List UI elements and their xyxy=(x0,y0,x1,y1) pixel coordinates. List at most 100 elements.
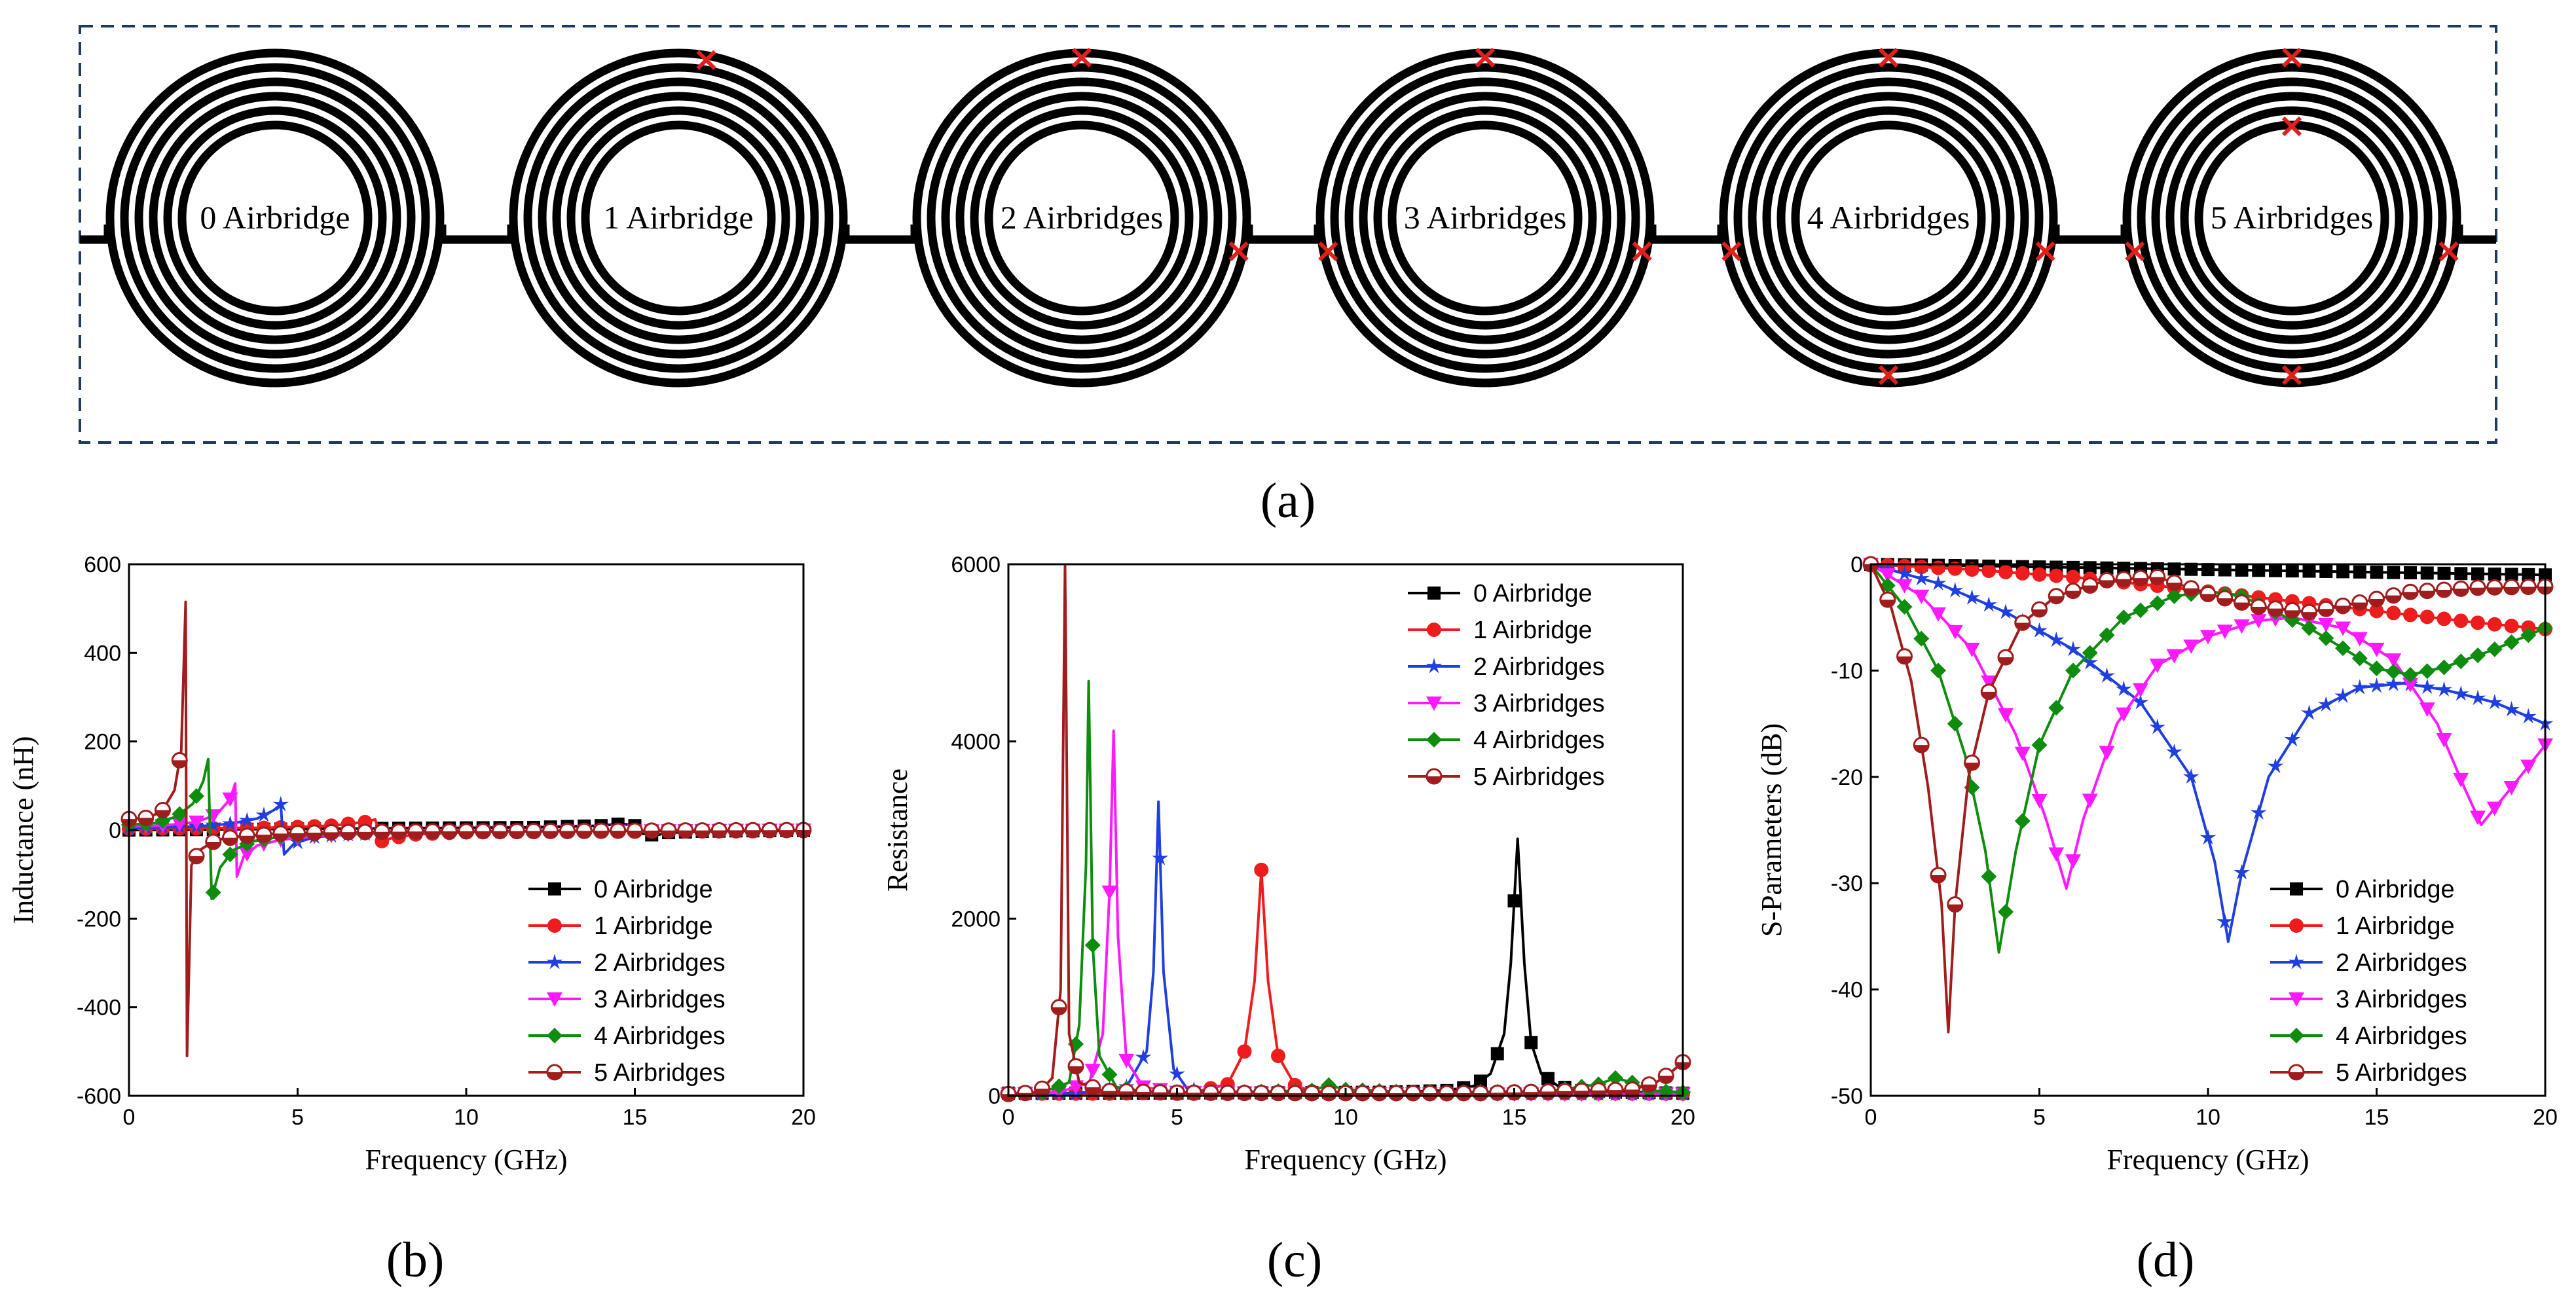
data-point xyxy=(525,823,542,840)
data-point xyxy=(2503,700,2520,717)
legend-label: 0 Airbridge xyxy=(594,876,713,903)
series-line xyxy=(1862,556,2554,1034)
data-point xyxy=(2385,587,2402,604)
data-point xyxy=(2486,801,2503,816)
data-point xyxy=(1287,1085,1304,1102)
airbridge-cross-icon xyxy=(1878,365,1899,386)
data-point xyxy=(222,792,238,807)
data-point xyxy=(2387,566,2401,579)
coil-lead xyxy=(2088,225,2129,244)
data-point xyxy=(189,788,204,805)
data-point xyxy=(255,806,272,822)
x-tick-label: 15 xyxy=(623,1105,648,1130)
data-point xyxy=(205,833,222,850)
data-point xyxy=(1981,869,1997,885)
data-point xyxy=(340,823,357,841)
data-point xyxy=(1185,1084,1202,1101)
legend: 0 Airbridge 1 Airbridge 2 Airbridges 3 Airb… xyxy=(1408,580,1605,791)
data-point xyxy=(2503,634,2520,651)
data-point xyxy=(1354,1085,1371,1102)
data-point xyxy=(1913,736,1930,753)
x-tick-label: 0 xyxy=(1003,1105,1015,1130)
y-tick-label: 4000 xyxy=(951,730,1001,755)
legend-label: 3 Airbridges xyxy=(594,986,726,1013)
coil-lead xyxy=(80,225,113,244)
data-point xyxy=(2504,619,2519,634)
coil-turn xyxy=(163,106,387,330)
data-point xyxy=(2318,630,2334,646)
data-point xyxy=(2419,678,2436,695)
y-tick-label: 0 xyxy=(988,1084,1001,1109)
data-point xyxy=(2184,562,2198,576)
y-tick-label: 400 xyxy=(84,641,121,666)
coil-turn xyxy=(1344,77,1626,359)
data-point xyxy=(1998,708,2014,723)
data-point xyxy=(2132,694,2149,710)
coil-turn xyxy=(2137,63,2447,373)
data-point xyxy=(2234,594,2250,611)
data-point xyxy=(1541,1072,1555,1085)
data-point xyxy=(1388,1085,1405,1102)
data-point xyxy=(2082,654,2099,670)
x-tick-label: 20 xyxy=(791,1105,816,1130)
coil-lead xyxy=(878,225,919,244)
y-tick-label: 0 xyxy=(1850,552,1863,577)
data-point xyxy=(2099,667,2115,683)
data-point xyxy=(189,815,204,830)
data-point xyxy=(1472,1085,1489,1102)
legend-marker xyxy=(546,1064,563,1081)
x-tick-label: 0 xyxy=(1865,1105,1877,1130)
data-point xyxy=(2386,606,2401,621)
coil-turn xyxy=(552,92,805,344)
coil-turn xyxy=(581,120,776,316)
data-point xyxy=(2218,563,2232,577)
coil-turn xyxy=(120,63,430,373)
data-point xyxy=(2302,564,2316,578)
legend-marker xyxy=(2290,882,2303,895)
airbridge-cross-icon xyxy=(2438,241,2459,262)
y-tick-label: 6000 xyxy=(951,552,1001,577)
coil-label: 3 Airbridges xyxy=(1404,199,1567,236)
data-point xyxy=(1896,579,1913,594)
data-point xyxy=(2402,678,2418,693)
airbridge-cross-icon xyxy=(1475,47,1496,68)
data-point xyxy=(2453,772,2469,787)
coil-turn xyxy=(2165,92,2418,344)
data-point xyxy=(1169,1065,1185,1081)
panel-caption: (c) xyxy=(1267,1233,1322,1288)
data-point xyxy=(2014,746,2031,761)
data-point xyxy=(205,816,222,833)
data-point xyxy=(2436,581,2452,598)
data-point xyxy=(2402,583,2419,600)
x-tick-label: 5 xyxy=(2033,1105,2046,1130)
data-point xyxy=(1981,675,1997,690)
coil-lead xyxy=(1685,225,1726,244)
data-point xyxy=(1947,715,1963,732)
data-point xyxy=(2336,565,2349,579)
coil-lead xyxy=(841,225,878,244)
data-point xyxy=(1930,607,1946,622)
data-point xyxy=(677,822,694,839)
data-point xyxy=(306,824,323,841)
coil-turn xyxy=(538,77,819,359)
legend-label: 5 Airbridges xyxy=(594,1059,726,1087)
data-point xyxy=(1998,564,2013,579)
data-point xyxy=(1981,564,1996,579)
data-point xyxy=(2370,566,2383,579)
data-point xyxy=(172,817,188,832)
data-point xyxy=(2505,568,2518,581)
data-point xyxy=(289,825,306,842)
data-point xyxy=(357,823,373,841)
data-point xyxy=(1964,589,1980,605)
data-point xyxy=(2250,804,2267,820)
data-point xyxy=(1135,1083,1152,1100)
x-tick-label: 5 xyxy=(1171,1105,1183,1130)
data-point xyxy=(1608,1070,1623,1086)
data-point xyxy=(2469,579,2486,596)
legend-label: 5 Airbridges xyxy=(2336,1059,2467,1087)
data-point xyxy=(2368,642,2385,657)
data-point xyxy=(1930,662,1946,679)
data-point xyxy=(1405,1085,1422,1102)
data-point xyxy=(2319,564,2333,578)
data-point xyxy=(2436,681,2452,697)
